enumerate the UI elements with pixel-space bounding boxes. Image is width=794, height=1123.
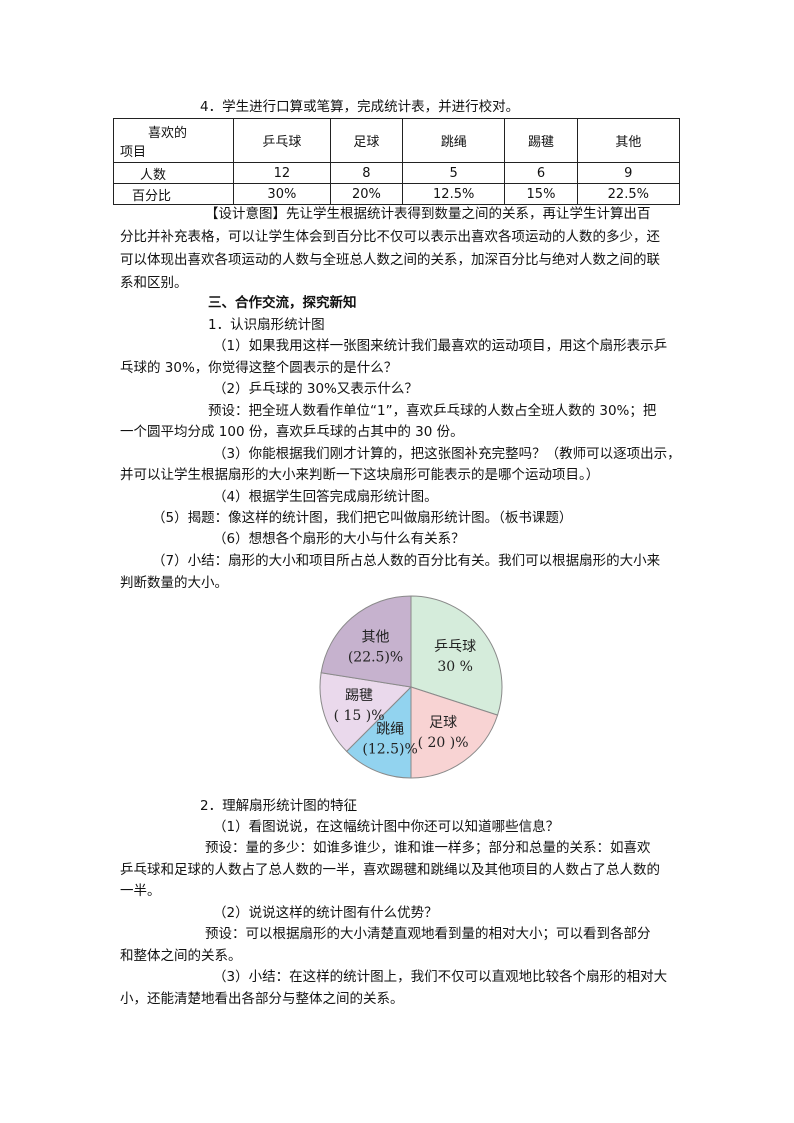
column-header: 跳绳 xyxy=(402,118,506,163)
table-row: 人数 12 8 5 6 9 xyxy=(113,162,681,184)
slice-value-label: ( 20 )% xyxy=(418,735,469,751)
text-line: （3）你能根据我们刚才计算的，把这张图补充完整吗？（教师可以逐项出示， xyxy=(213,446,681,462)
text-line: （3）小结：在这样的统计图上，我们不仅可以直观地比较各个扇形的相对大 xyxy=(213,969,668,985)
table-cell: 30% xyxy=(233,183,331,205)
column-header: 踢毽 xyxy=(504,118,578,163)
text-line: 1．认识扇形统计图 xyxy=(208,317,325,333)
header-label-line: 项目 xyxy=(120,144,147,160)
pie-slice-4 xyxy=(320,595,412,688)
pie-slice-0 xyxy=(410,595,503,716)
text-line: （1）看图说说，在这幅统计图中你还可以知道哪些信息？ xyxy=(213,819,560,835)
pie-slice-3 xyxy=(319,672,413,753)
text-line: 判断数量的大小。 xyxy=(120,575,228,591)
table-cell: 22.5% xyxy=(576,183,681,205)
text-line: 预设：量的多少：如谁多谁少，谁和谁一样多；部分和总量的关系：如喜欢 xyxy=(205,840,651,856)
column-header: 乒乓球 xyxy=(233,118,331,163)
text-line: 【设计意图】先让学生根据统计表得到数量之间的关系，再让学生计算出百 xyxy=(205,206,651,222)
intro-line: 4．学生进行口算或笔算，完成统计表，并进行校对。 xyxy=(200,99,520,115)
text-line: 乒乓球和足球的人数占了总人数的一半，喜欢踢毽和跳绳以及其他项目的人数占了总人数的 xyxy=(120,862,660,878)
text-line: 分比并补充表格，可以让学生体会到百分比不仅可以表示出喜欢各项运动的人数的多少，还 xyxy=(120,229,660,245)
table-cell: 9 xyxy=(576,162,681,184)
pie-slice-2 xyxy=(345,685,412,779)
text-line: 可以体现出喜欢各项运动的人数与全班总人数之间的关系，加深百分比与绝对人数之间的联 xyxy=(120,252,660,268)
section-heading: 三、合作交流，探究新知 xyxy=(208,295,357,311)
table-cell: 20% xyxy=(329,183,404,205)
row-label: 百分比 xyxy=(113,183,234,205)
text-line: （2）说说这样的统计图有什么优势？ xyxy=(213,905,438,921)
text-line: 并可以让学生根据扇形的大小来判断一下这块扇形可能表示的是哪个运动项目。） xyxy=(120,467,600,483)
statistics-table: 喜欢的 项目 乒乓球 足球 跳绳 踢毽 其他 人数 12 8 5 6 9 百分比… xyxy=(113,118,681,205)
slice-value-label: (12.5)% xyxy=(362,741,417,757)
table-cell: 12.5% xyxy=(402,183,506,205)
table-cell: 15% xyxy=(504,183,578,205)
row-label: 人数 xyxy=(113,162,234,184)
slice-name-label: 足球 xyxy=(429,715,457,731)
text-line: 系和区别。 xyxy=(120,275,188,291)
table-cell: 5 xyxy=(402,162,506,184)
slice-name-label: 乒乓球 xyxy=(434,639,476,655)
text-line: （4）根据学生回答完成扇形统计图。 xyxy=(213,489,438,505)
table-cell: 8 xyxy=(329,162,404,184)
text-line: （6）想想各个扇形的大小与什么有关系？ xyxy=(213,531,465,547)
column-header: 其他 xyxy=(576,118,681,163)
table-header-row: 喜欢的 项目 乒乓球 足球 跳绳 踢毽 其他 xyxy=(113,118,681,163)
slice-value-label: ( 15 )% xyxy=(334,708,385,724)
slice-name-label: 跳绳 xyxy=(376,721,404,737)
text-line: 2．理解扇形统计图的特征 xyxy=(200,798,358,814)
text-line: （2）乒乓球的 30%又表示什么？ xyxy=(213,381,418,397)
slice-value-label: 30 % xyxy=(437,659,473,675)
text-line: 小，还能清楚地看出各部分与整体之间的关系。 xyxy=(120,991,404,1007)
header-label-cell: 喜欢的 项目 xyxy=(113,118,234,163)
table-cell: 12 xyxy=(233,162,331,184)
text-line: 预设：把全班人数看作单位“1”，喜欢乒乓球的人数占全班人数的 30%；把 xyxy=(208,403,657,419)
text-line: （1）如果我用这样一张图来统计我们最喜欢的运动项目，用这个扇形表示乒 xyxy=(213,338,668,354)
text-line: 预设：可以根据扇形的大小清楚直观地看到量的相对大小；可以看到各部分 xyxy=(205,926,651,942)
slice-value-label: (22.5)% xyxy=(348,649,403,665)
text-line: （7）小结：扇形的大小和项目所占总人数的百分比有关。我们可以根据扇形的大小来 xyxy=(152,553,661,569)
text-line: 一半。 xyxy=(120,883,161,899)
table-row: 百分比 30% 20% 12.5% 15% 22.5% xyxy=(113,183,681,205)
table-cell: 6 xyxy=(504,162,578,184)
pie-slice-1 xyxy=(410,686,499,779)
slice-name-label: 踢毽 xyxy=(345,687,373,704)
header-label-line: 喜欢的 xyxy=(148,125,188,141)
text-line: （5）揭题：像这样的统计图，我们把它叫做扇形统计图。（板书课题） xyxy=(152,510,573,526)
column-header: 足球 xyxy=(329,118,404,163)
pie-chart: 乒乓球 30 % 足球 ( 20 )% 跳绳 (12.5)% 踢毽 ( 15 )% 其他 (22.… xyxy=(319,595,503,779)
slice-name-label: 其他 xyxy=(362,629,390,645)
text-line: 一个圆平均分成 100 份，喜欢乒乓球的占其中的 30 份。 xyxy=(120,424,464,440)
text-line: 和整体之间的关系。 xyxy=(120,948,242,964)
text-line: 乓球的 30%，你觉得这整个圆表示的是什么？ xyxy=(120,360,398,376)
